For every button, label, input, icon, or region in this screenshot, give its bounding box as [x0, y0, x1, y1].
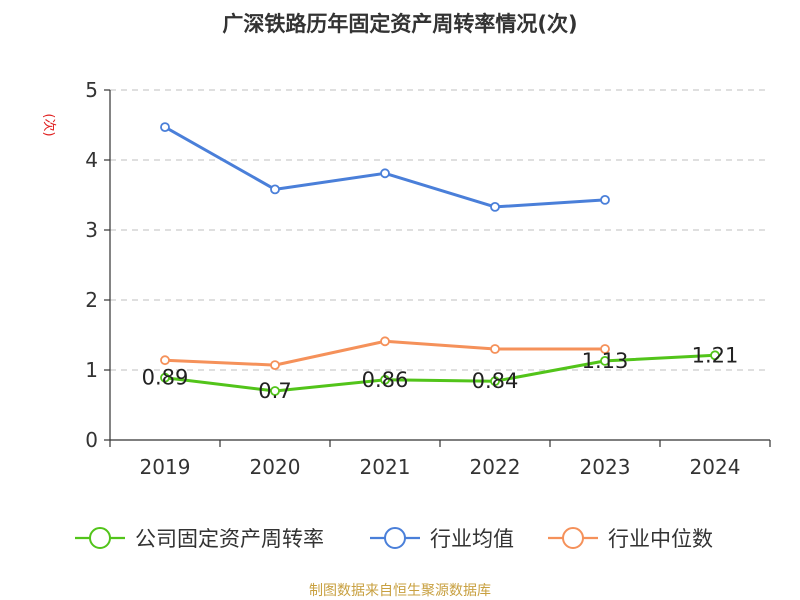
series-2-point-2019 — [160, 355, 170, 366]
chart-title: 广深铁路历年固定资产周转率情况(次) — [222, 12, 577, 36]
series-lines — [160, 122, 720, 396]
data-label: 0.89 — [142, 366, 189, 390]
series-1-point-2019 — [160, 122, 170, 132]
series-1-point-2020 — [270, 184, 280, 195]
y-tick-label: 4 — [85, 148, 98, 172]
data-labels: 0.89 0.7 0.86 0.84 1.13 1.21 — [142, 343, 739, 403]
data-label: 1.21 — [692, 343, 739, 367]
legend-swatch-marker — [89, 527, 111, 549]
series-1-point-2022 — [490, 201, 500, 212]
series-1-point-2021 — [380, 168, 390, 179]
legend-label: 行业均值 — [430, 527, 514, 551]
y-axis-label: (次) — [41, 113, 57, 136]
y-tick-label: 0 — [85, 428, 98, 452]
legend: 公司固定资产周转率 行业均值 行业中位数 — [75, 527, 713, 551]
x-tick-label: 2024 — [690, 455, 741, 479]
data-label: 1.13 — [582, 349, 629, 373]
series-0-point-2021 — [380, 374, 390, 385]
x-tick-label: 2023 — [580, 455, 631, 479]
legend-item-1: 行业均值 — [370, 527, 514, 551]
series-0-point-2020 — [270, 386, 280, 396]
x-tick-label: 2019 — [140, 455, 191, 479]
y-tick-label: 5 — [85, 78, 98, 102]
series-0-line — [164, 353, 716, 393]
series-0-point-2023 — [600, 355, 610, 366]
legend-swatch-marker — [384, 527, 406, 549]
legend-item-2: 行业中位数 — [548, 527, 713, 551]
series-0-point-2024 — [710, 350, 720, 361]
series-1-point-2023 — [600, 194, 610, 205]
gridlines — [110, 89, 770, 371]
y-tick-label: 1 — [85, 358, 98, 382]
x-tick-label: 2020 — [250, 455, 301, 479]
y-tick-label: 3 — [85, 218, 98, 242]
x-tick-label: 2022 — [470, 455, 521, 479]
series-2-point-2020 — [270, 360, 280, 371]
source-note: 制图数据来自恒生聚源数据库 — [309, 583, 491, 599]
series-2-point-2023 — [600, 344, 610, 354]
series-2-point-2022 — [490, 344, 500, 354]
legend-label: 行业中位数 — [608, 527, 713, 551]
y-tick-label: 2 — [85, 288, 98, 312]
x-tick-label: 2021 — [360, 455, 411, 479]
series-2-point-2021 — [380, 336, 390, 347]
series-0-point-2019 — [160, 372, 170, 383]
data-label: 0.86 — [362, 368, 409, 392]
axes: 0 1 2 3 4 5 2019 2020 2021 2022 2023 2024 — [85, 78, 771, 479]
legend-swatch-marker — [562, 527, 584, 549]
data-label: 0.7 — [258, 379, 291, 403]
legend-label: 公司固定资产周转率 — [135, 527, 324, 551]
series-0-point-2022 — [490, 376, 500, 387]
data-label: 0.84 — [472, 369, 519, 393]
legend-item-0: 公司固定资产周转率 — [75, 527, 324, 551]
series-1-line — [164, 125, 606, 209]
